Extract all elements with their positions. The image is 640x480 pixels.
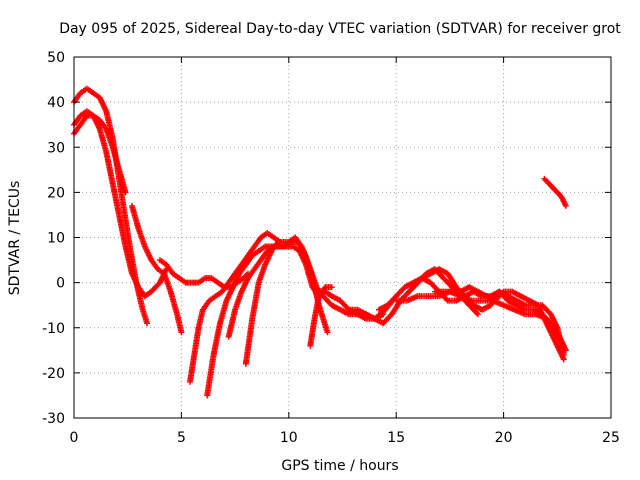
x-tick-label: 25 — [602, 430, 620, 446]
trail-marker — [499, 289, 506, 296]
y-tick-label: 40 — [47, 95, 65, 111]
series-track-14 — [410, 266, 567, 358]
x-axis-label: GPS time / hours — [281, 458, 398, 474]
data-point — [122, 189, 129, 196]
data-point — [328, 284, 335, 291]
y-tick-label: 30 — [47, 140, 65, 156]
x-tick-label: 15 — [387, 430, 405, 446]
y-tick-label: 0 — [56, 276, 65, 292]
data-points — [71, 85, 569, 399]
series-track-15 — [431, 284, 567, 363]
series-track-10 — [307, 284, 335, 349]
series-track-09 — [242, 239, 282, 367]
series-track-13 — [393, 288, 567, 349]
x-tick-labels: 0 5 10 15 20 25 — [70, 430, 620, 446]
data-point — [275, 239, 282, 246]
trail-marker — [473, 309, 480, 316]
series-track-04 — [128, 202, 185, 336]
grid-lines — [74, 57, 611, 418]
series-track-03 — [71, 112, 129, 196]
series-track-16 — [541, 175, 569, 209]
y-tick-label: -20 — [42, 366, 65, 382]
trail-marker — [443, 296, 450, 303]
x-tick-label: 0 — [70, 430, 79, 446]
y-axis-label: SDTVAR / TECUs — [7, 181, 23, 296]
data-point — [324, 329, 331, 336]
data-point — [144, 320, 151, 327]
x-tick-label: 5 — [177, 430, 186, 446]
data-point — [474, 311, 481, 318]
x-tick-label: 20 — [495, 430, 513, 446]
data-point — [178, 329, 185, 336]
y-tick-label: 10 — [47, 231, 65, 247]
y-tick-label: -10 — [42, 321, 65, 337]
y-tick-label: -30 — [42, 411, 65, 427]
y-tick-label: 20 — [47, 185, 65, 201]
x-tick-label: 10 — [280, 430, 298, 446]
chart-title: Day 095 of 2025, Sidereal Day-to-day VTE… — [59, 21, 621, 37]
y-tick-labels: -30 -20 -10 0 10 20 30 40 50 — [42, 50, 65, 427]
y-tick-label: 50 — [47, 50, 65, 66]
data-point — [560, 356, 567, 363]
data-point — [562, 202, 569, 209]
axis-ticks — [73, 56, 612, 419]
